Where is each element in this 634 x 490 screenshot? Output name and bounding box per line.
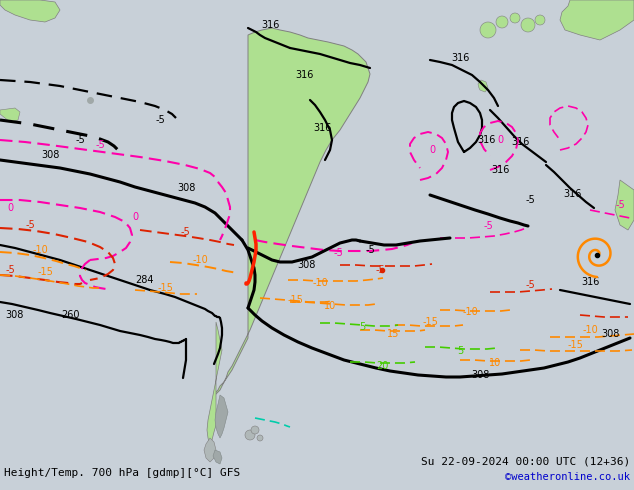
Text: -10: -10	[192, 255, 208, 265]
Circle shape	[535, 15, 545, 25]
Polygon shape	[204, 438, 216, 462]
Polygon shape	[0, 0, 60, 22]
Text: 260: 260	[61, 310, 79, 320]
Text: -5: -5	[95, 140, 105, 150]
Text: -5: -5	[615, 200, 625, 210]
Text: 316: 316	[477, 135, 495, 145]
Polygon shape	[213, 450, 222, 464]
Text: -5: -5	[25, 220, 35, 230]
Text: 316: 316	[511, 137, 529, 147]
Text: -5: -5	[333, 248, 343, 258]
Text: -15: -15	[422, 317, 438, 327]
Circle shape	[251, 426, 259, 434]
Polygon shape	[560, 0, 634, 40]
Circle shape	[245, 430, 255, 440]
Text: -5: -5	[155, 115, 165, 125]
Text: -15: -15	[567, 340, 583, 350]
Text: 316: 316	[451, 53, 469, 63]
Text: 5: 5	[359, 322, 365, 332]
Text: -15: -15	[287, 295, 303, 305]
Text: -5: -5	[180, 227, 190, 237]
Text: -15: -15	[37, 267, 53, 277]
Text: 0: 0	[429, 145, 435, 155]
Circle shape	[521, 18, 535, 32]
Text: 316: 316	[563, 189, 581, 199]
Text: 308: 308	[177, 183, 195, 193]
Text: -10: -10	[462, 307, 478, 317]
Polygon shape	[615, 180, 634, 230]
Text: ©weatheronline.co.uk: ©weatheronline.co.uk	[505, 472, 630, 482]
Text: 308: 308	[6, 310, 24, 320]
Circle shape	[480, 22, 496, 38]
Polygon shape	[214, 28, 370, 396]
Text: 308: 308	[41, 150, 59, 160]
Text: 10: 10	[489, 358, 501, 368]
Text: 10: 10	[324, 301, 336, 311]
Text: -5: -5	[525, 280, 535, 290]
Text: 316: 316	[313, 123, 331, 133]
Text: 316: 316	[296, 70, 314, 80]
Text: -10: -10	[312, 278, 328, 288]
Polygon shape	[215, 395, 228, 438]
Text: 316: 316	[581, 277, 599, 287]
Text: -5: -5	[483, 221, 493, 231]
Polygon shape	[207, 322, 222, 446]
Text: 284: 284	[136, 275, 154, 285]
Text: 308: 308	[601, 329, 619, 339]
Text: 0: 0	[497, 135, 503, 145]
Text: 308: 308	[471, 370, 489, 380]
Text: -5: -5	[525, 195, 535, 205]
Text: 0: 0	[7, 203, 13, 213]
Text: Su 22-09-2024 00:00 UTC (12+36): Su 22-09-2024 00:00 UTC (12+36)	[421, 456, 630, 466]
Text: Height/Temp. 700 hPa [gdmp][°C] GFS: Height/Temp. 700 hPa [gdmp][°C] GFS	[4, 468, 240, 478]
Text: 316: 316	[491, 165, 509, 175]
Text: -15: -15	[157, 283, 173, 293]
Circle shape	[496, 16, 508, 28]
Text: 0: 0	[132, 212, 138, 222]
Polygon shape	[478, 80, 488, 92]
Circle shape	[510, 13, 520, 23]
Text: -10: -10	[32, 245, 48, 255]
Text: 5: 5	[457, 346, 463, 356]
Circle shape	[257, 435, 263, 441]
Polygon shape	[0, 108, 20, 122]
Text: -10: -10	[582, 325, 598, 335]
Text: -5: -5	[5, 265, 15, 275]
Text: -5: -5	[375, 265, 385, 275]
Text: 316: 316	[261, 20, 279, 30]
Text: -5: -5	[75, 135, 85, 145]
Text: 20: 20	[376, 361, 388, 371]
Text: 308: 308	[297, 260, 315, 270]
Text: -5: -5	[365, 245, 375, 255]
Text: 15: 15	[387, 329, 399, 339]
